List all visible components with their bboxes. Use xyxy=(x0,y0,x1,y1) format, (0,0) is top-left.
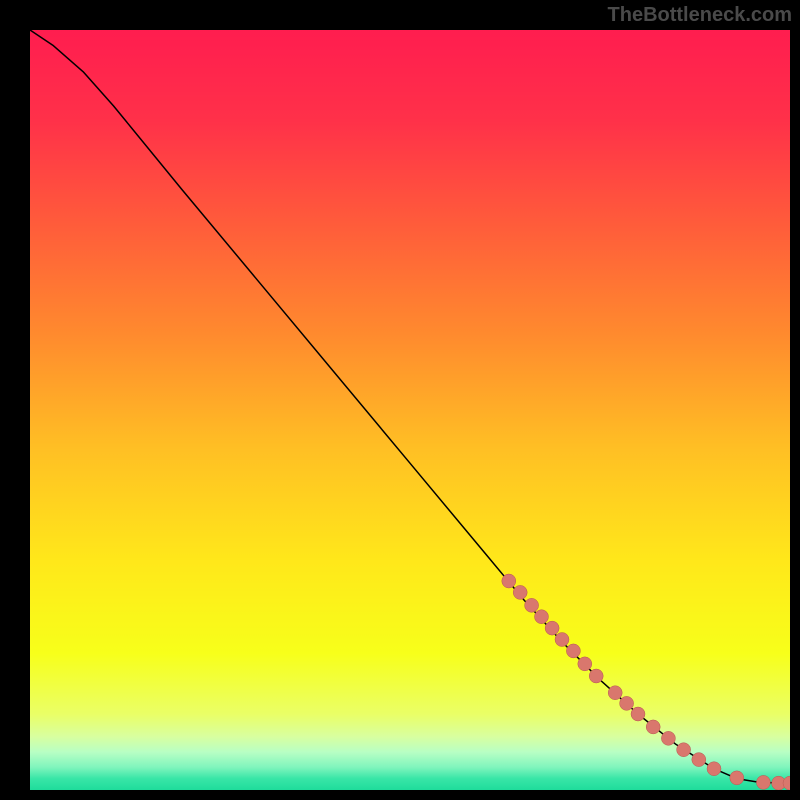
data-marker xyxy=(756,775,770,789)
data-marker xyxy=(545,621,559,635)
data-marker xyxy=(513,585,527,599)
data-marker xyxy=(631,707,645,721)
chart-container: TheBottleneck.com xyxy=(0,0,800,800)
data-marker xyxy=(620,696,634,710)
plot-area xyxy=(30,30,790,790)
data-marker xyxy=(707,762,721,776)
data-marker xyxy=(578,657,592,671)
data-marker xyxy=(589,669,603,683)
data-marker xyxy=(525,598,539,612)
data-marker xyxy=(692,753,706,767)
data-marker xyxy=(730,771,744,785)
data-marker xyxy=(555,633,569,647)
data-marker xyxy=(661,731,675,745)
data-marker xyxy=(534,610,548,624)
watermark-text: TheBottleneck.com xyxy=(608,4,792,27)
data-marker xyxy=(502,574,516,588)
chart-svg xyxy=(30,30,790,790)
data-marker xyxy=(677,743,691,757)
data-marker xyxy=(608,686,622,700)
data-marker xyxy=(566,644,580,658)
data-marker xyxy=(646,720,660,734)
